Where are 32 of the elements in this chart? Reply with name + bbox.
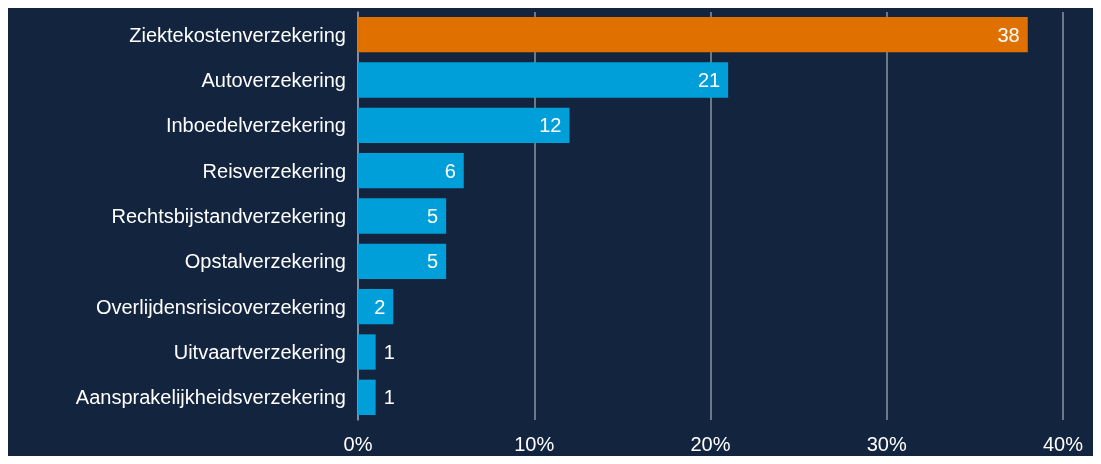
x-tick-label: 30% [866,433,907,455]
data-label: 38 [997,23,1020,46]
data-label: 1 [383,341,395,363]
data-label: 2 [374,295,386,318]
y-tick-label: Overlijdensrisicoverzekering [95,295,346,318]
data-label: 21 [697,69,721,91]
y-tick-label: Opstalverzekering [184,250,346,273]
y-tick-label: Aansprakelijkheidsverzekering [75,386,346,409]
bar [358,379,376,416]
bar [358,107,570,144]
y-tick-label: Uitvaartverzekering [173,341,346,363]
bar [358,62,729,98]
x-tick-label: 20% [690,433,731,455]
y-tick-label: Autoverzekering [201,69,346,91]
data-label: 5 [427,205,439,227]
bar [358,16,1028,53]
bar [358,288,394,325]
bar [358,152,464,189]
data-label: 6 [444,159,456,182]
y-tick-label: Reisverzekering [202,159,346,182]
y-tick-label: Ziektekostenverzekering [129,23,346,46]
data-label: 1 [383,386,395,409]
data-label: 12 [539,114,562,137]
y-tick-label: Inboedelverzekering [165,114,346,137]
data-label: 5 [427,250,439,273]
bar [358,198,447,234]
bar [358,243,447,280]
y-tick-label: Rechtsbijstandverzekering [111,205,346,227]
bar [358,334,376,370]
x-tick-label: 40% [1042,433,1084,455]
x-tick-label: 0% [343,433,373,455]
x-tick-label: 10% [514,433,555,455]
